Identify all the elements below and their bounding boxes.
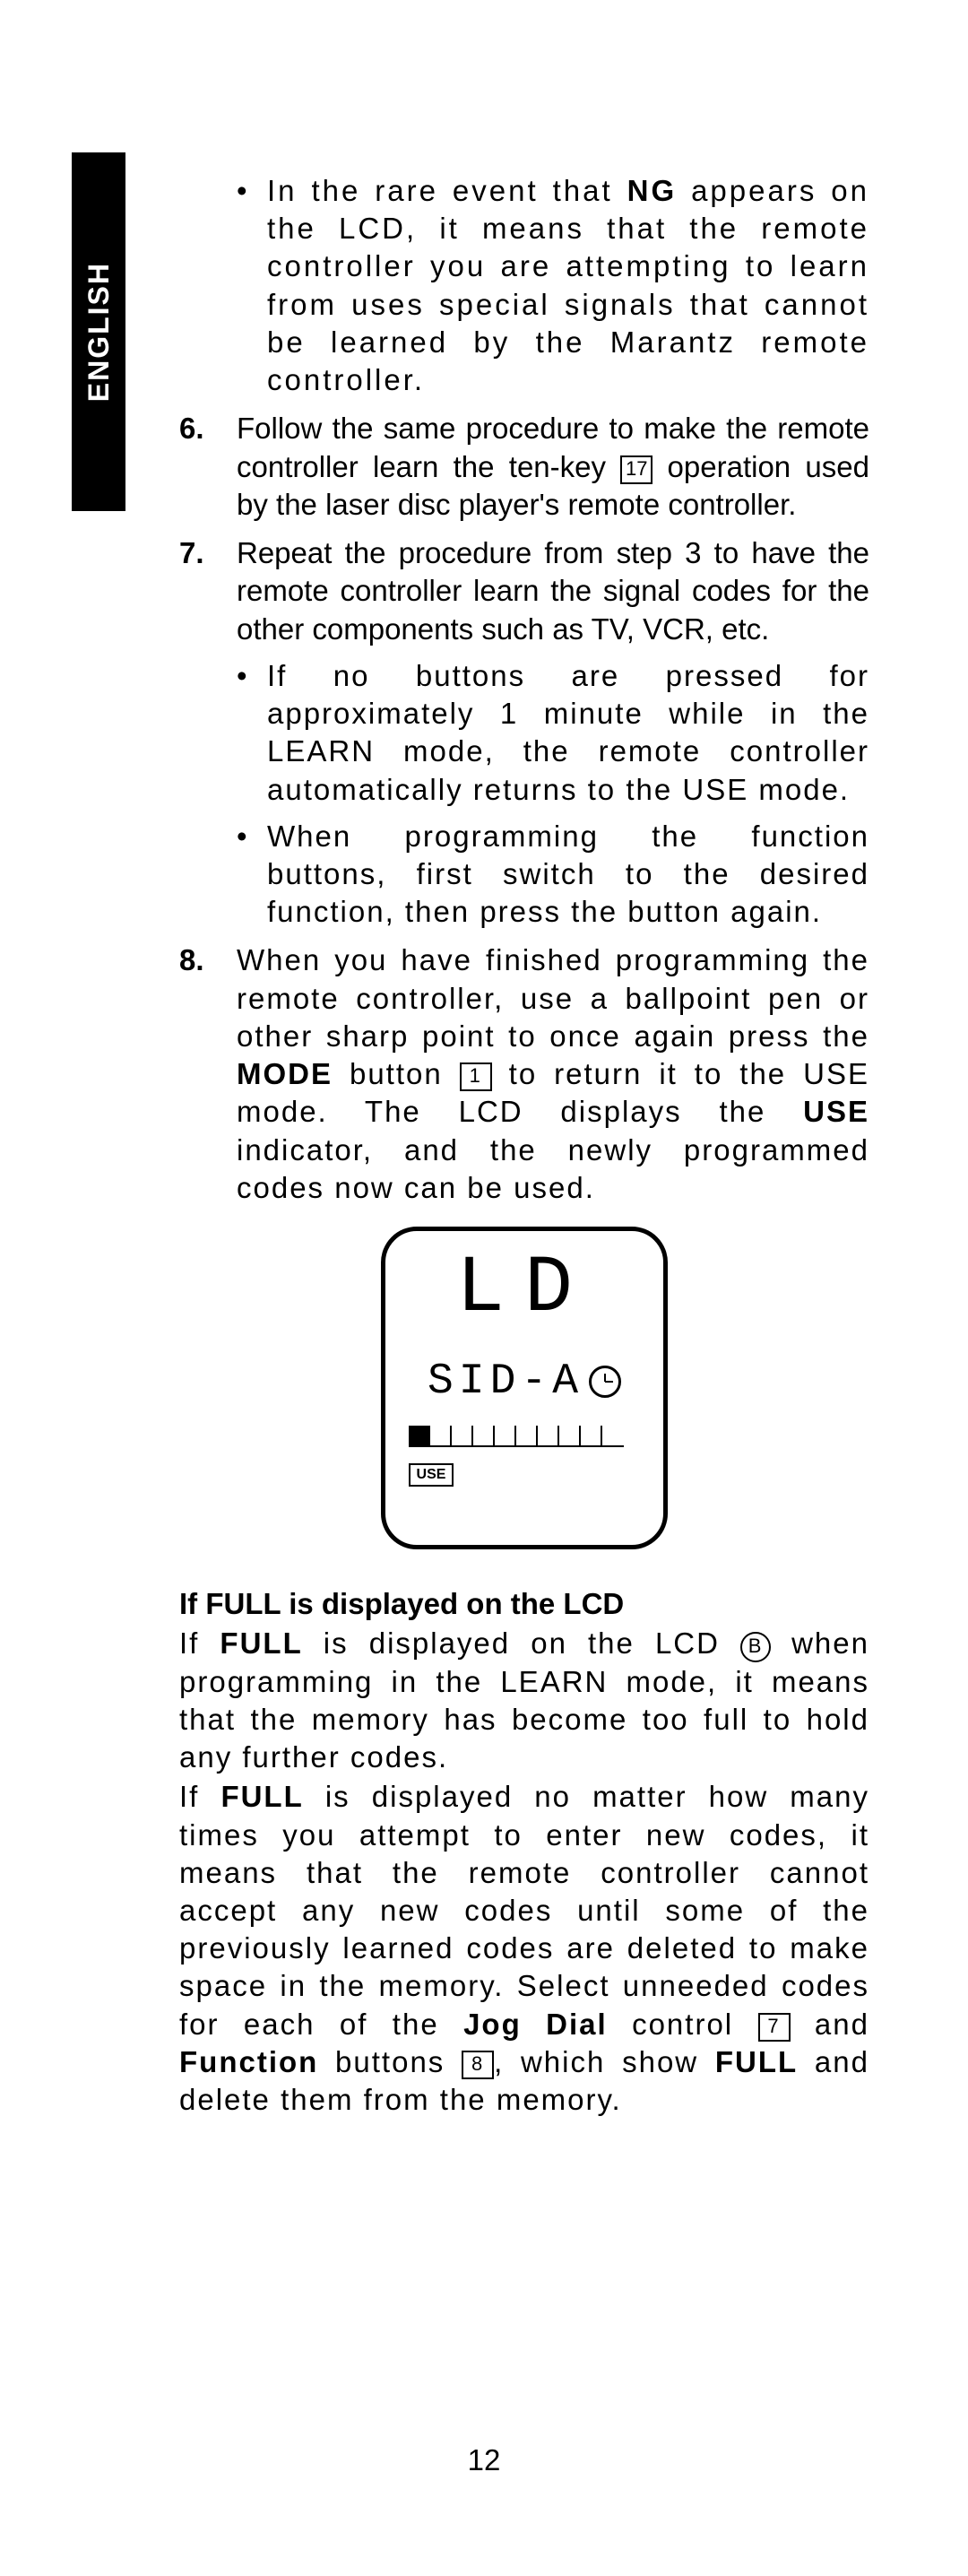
step-body: Repeat the procedure from step 3 to have… xyxy=(237,534,869,931)
lcd-line-2: SID-A xyxy=(409,1358,640,1406)
keycap-7: 7 xyxy=(758,2013,791,2042)
lcd-figure: LD SID-A USE xyxy=(179,1227,869,1549)
page-content: • In the rare event that NG appears on t… xyxy=(179,163,869,2119)
bullet-text: When programming the function buttons, f… xyxy=(267,818,869,932)
step-6: 6. Follow the same procedure to make the… xyxy=(179,410,869,524)
keycap-8: 8 xyxy=(462,2051,494,2079)
section-heading-full: If FULL is displayed on the LCD xyxy=(179,1585,869,1623)
keycap-1: 1 xyxy=(460,1062,492,1091)
bullet-dot: • xyxy=(237,657,267,809)
lcd-tick xyxy=(452,1426,473,1447)
lcd-screen: LD SID-A USE xyxy=(381,1227,668,1549)
step-7: 7. Repeat the procedure from step 3 to h… xyxy=(179,534,869,931)
step-8: 8. When you have finished programming th… xyxy=(179,941,869,1207)
bullet-dot: • xyxy=(237,172,267,399)
lcd-tick xyxy=(473,1426,495,1447)
lcd-progress-bar xyxy=(409,1424,640,1447)
clock-icon xyxy=(589,1366,621,1398)
step-number: 8. xyxy=(179,941,237,1207)
lcd-tick xyxy=(581,1426,602,1447)
keycap-17: 17 xyxy=(620,455,653,484)
step-number: 6. xyxy=(179,410,237,524)
lcd-tick xyxy=(559,1426,581,1447)
language-tab: ENGLISH xyxy=(72,152,125,511)
lcd-line-1: LD xyxy=(409,1249,640,1339)
bullet-ng: • In the rare event that NG appears on t… xyxy=(237,172,869,399)
lcd-tick xyxy=(430,1426,452,1447)
circled-b: B xyxy=(740,1632,771,1662)
bullet-text: In the rare event that NG appears on the… xyxy=(267,172,869,399)
lcd-tick xyxy=(602,1426,624,1447)
lcd-tick xyxy=(538,1426,559,1447)
language-tab-label: ENGLISH xyxy=(82,262,116,402)
step-body: Follow the same procedure to make the re… xyxy=(237,410,869,524)
step-body: When you have finished programming the r… xyxy=(237,941,869,1207)
manual-page: ENGLISH • In the rare event that NG appe… xyxy=(0,0,968,2576)
bullet-func: • When programming the function buttons,… xyxy=(237,818,869,932)
step-block: • In the rare event that NG appears on t… xyxy=(179,163,869,399)
bullet-text: If no buttons are pressed for approximat… xyxy=(267,657,869,809)
bullet-dot: • xyxy=(237,818,267,932)
step-number: 7. xyxy=(179,534,237,931)
lcd-tick xyxy=(495,1426,516,1447)
page-number: 12 xyxy=(0,2443,968,2477)
lcd-use-indicator: USE xyxy=(409,1463,454,1487)
bullet-idle: • If no buttons are pressed for approxim… xyxy=(237,657,869,809)
lcd-tick xyxy=(516,1426,538,1447)
full-para-1: If FULL is displayed on the LCD B when p… xyxy=(179,1625,869,1776)
full-para-2: If FULL is displayed no matter how many … xyxy=(179,1778,869,2119)
lcd-tick-filled xyxy=(409,1426,430,1447)
